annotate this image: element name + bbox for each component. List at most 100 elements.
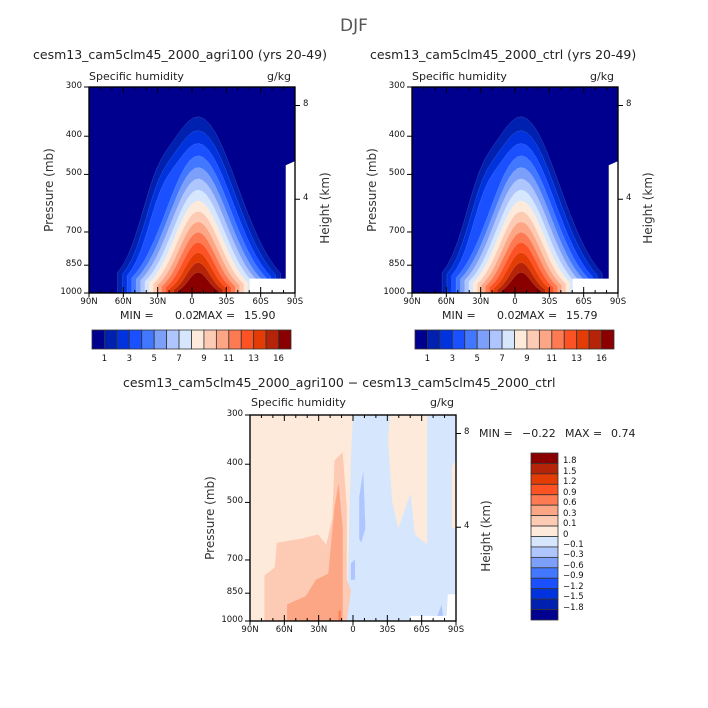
height-axis-label: Height (km) <box>479 500 493 572</box>
diff-region-neg-small <box>350 559 356 580</box>
colorbar-label: 3 <box>449 354 456 364</box>
colorbar-box <box>91 329 105 350</box>
y-tick-label: 700 <box>65 225 82 236</box>
colorbar-label: 1.2 <box>563 477 577 488</box>
colorbar-box <box>166 329 180 350</box>
colorbar-label: 1 <box>101 354 108 364</box>
height-axis-label: Height (km) <box>641 172 655 244</box>
colorbar-label: 7 <box>499 354 505 364</box>
panel2-variable-label: Specific humidity <box>412 70 507 83</box>
diff-region-neg-0.3-to-0.1 <box>359 470 366 543</box>
y-tick-label: 300 <box>388 81 405 91</box>
x-tick-label: 30N <box>149 297 167 307</box>
colorbar-box <box>265 329 279 350</box>
y-tick-label: 850 <box>65 259 82 270</box>
x-tick-label: 90S <box>447 625 465 635</box>
colorbar-label: 5 <box>151 354 157 364</box>
colorbar-box <box>601 329 615 350</box>
panel3-units-label: g/kg <box>430 396 455 409</box>
panel2-max-value: 15.79 <box>566 309 598 322</box>
colorbar-box <box>530 567 559 579</box>
y-tick-label: 1000 <box>221 615 243 625</box>
panel3-min-value: −0.22 <box>522 427 556 440</box>
colorbar-box <box>530 452 559 464</box>
diff-region-southern-positive <box>388 415 428 545</box>
x-tick-label: 60S <box>252 297 269 307</box>
height-tick-label: 8 <box>303 99 309 110</box>
y-tick-label: 850 <box>226 587 243 598</box>
colorbar-label: 1 <box>424 354 431 364</box>
colorbar-label: 11 <box>223 354 235 364</box>
height-tick-label: 4 <box>626 193 632 204</box>
colorbar-box <box>563 329 578 350</box>
diff-region-polar-positive <box>451 460 456 529</box>
colorbar-label: 3 <box>126 354 133 364</box>
colorbar-box <box>530 536 559 548</box>
y-tick-label: 1000 <box>60 287 82 297</box>
height-tick-label: 4 <box>303 193 309 204</box>
colorbar-label: −0.9 <box>563 571 584 582</box>
x-tick-label: 60N <box>437 297 455 307</box>
y-tick-label: 1000 <box>383 287 405 297</box>
panel2-title: cesm13_cam5clm45_2000_ctrl (yrs 20-49) <box>370 47 637 62</box>
colorbar-box <box>530 504 559 517</box>
colorbar-label: 13 <box>248 354 260 364</box>
y-tick-label: 500 <box>65 168 82 179</box>
height-axis-label: Height (km) <box>318 172 332 244</box>
colorbar-label: 5 <box>474 354 480 364</box>
x-tick-label: 60N <box>275 625 293 635</box>
colorbar-box <box>489 329 503 350</box>
height-tick-label: 8 <box>626 99 632 110</box>
colorbar-box <box>530 588 559 600</box>
y-tick-label: 300 <box>65 81 82 91</box>
y-tick-label: 700 <box>388 225 405 236</box>
colorbar-label: −0.3 <box>563 550 584 561</box>
y-tick-label: 850 <box>388 259 405 270</box>
missing-data-region <box>249 161 295 293</box>
colorbar-box <box>501 329 515 350</box>
panel2-min-value: 0.02 <box>497 309 522 322</box>
contour-level-15 <box>177 272 220 294</box>
colorbar-box <box>414 329 428 350</box>
panel3-title: cesm13_cam5clm45_2000_agri100 − cesm13_c… <box>123 375 556 390</box>
x-tick-label: 90S <box>609 297 627 307</box>
colorbar-box <box>476 329 491 350</box>
colorbar-box <box>278 329 292 350</box>
colorbar-label: −1.5 <box>563 592 584 603</box>
colorbar-box <box>530 515 559 527</box>
colorbar-label: 0 <box>563 529 569 540</box>
colorbar-box <box>588 329 602 350</box>
diff-region-0.3-to-0.6 <box>287 482 343 621</box>
colorbar-box <box>253 329 267 350</box>
colorbar-box <box>439 329 453 350</box>
panel1-title: cesm13_cam5clm45_2000_agri100 (yrs 20-49… <box>33 47 327 62</box>
x-tick-label: 30S <box>541 297 558 307</box>
panel3-max-value: 0.74 <box>611 427 636 440</box>
colorbar-label: 16 <box>273 354 284 364</box>
y-tick-label: 400 <box>226 458 243 469</box>
y-axis-label: Pressure (mb) <box>42 148 56 232</box>
colorbar-box <box>530 546 559 558</box>
colorbar-box <box>551 329 565 350</box>
y-tick-label: 700 <box>226 553 243 564</box>
colorbar-box <box>203 329 217 350</box>
colorbar-label: 1.8 <box>563 456 577 467</box>
colorbar-label: −0.6 <box>563 560 584 571</box>
colorbar-label: 13 <box>571 354 583 364</box>
y-tick-label: 400 <box>65 130 82 141</box>
colorbar-box <box>451 329 466 350</box>
colorbar-box <box>530 556 559 569</box>
colorbar-box <box>128 329 143 350</box>
colorbar-box <box>530 463 559 475</box>
height-tick-label: 4 <box>464 521 470 532</box>
colorbar-box <box>153 329 168 350</box>
colorbar-box <box>464 329 478 350</box>
x-tick-label: 30N <box>472 297 490 307</box>
colorbar-label: 11 <box>546 354 558 364</box>
colorbar-box <box>530 473 559 485</box>
colorbar-label: 0.9 <box>563 487 577 498</box>
panel1-min-label: MIN = <box>120 309 154 322</box>
colorbar-box <box>576 329 590 350</box>
colorbar-box <box>228 329 242 350</box>
